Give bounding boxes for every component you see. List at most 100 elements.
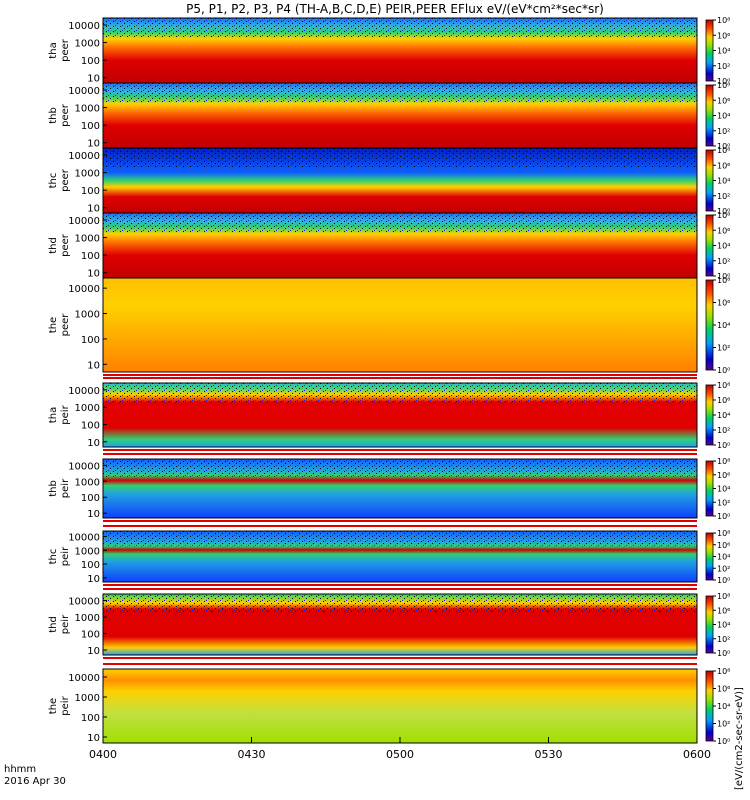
y-tick-label: 1000 xyxy=(75,234,100,245)
panel-probe-label: the xyxy=(48,698,59,714)
colorbar: 10⁰ 10² 10⁴ 10⁶ 10⁸ xyxy=(705,529,730,585)
colorbar-tick-label: 10⁸ xyxy=(717,667,730,676)
colorbar-tick-label: 10⁶ xyxy=(717,299,730,308)
y-tick-label: 100 xyxy=(81,630,100,641)
panel-thd-peir: 10 100 1000 10000 thd peir 10⁰ 10² 10⁴ 10⁶ 10⁸ xyxy=(48,592,730,665)
colorbar-tick-label: 10² xyxy=(717,498,730,507)
panel-probe-label: tha xyxy=(48,407,59,423)
panel-frame xyxy=(102,458,698,519)
panel-species-label: peir xyxy=(60,695,71,715)
y-tick-label: 10 xyxy=(87,74,100,85)
colorbar-bar xyxy=(705,149,714,212)
colorbar-tick-label: 10⁶ xyxy=(717,396,730,405)
noise-overlay xyxy=(103,594,697,613)
y-tick-label: 1000 xyxy=(75,693,100,704)
colorbar-tick-label: 10⁰ xyxy=(717,77,730,86)
y-tick-label: 10000 xyxy=(68,284,100,295)
y-tick-label: 10000 xyxy=(68,597,100,608)
y-tick-label: 1000 xyxy=(75,39,100,50)
y-tick-label: 100 xyxy=(81,56,100,67)
colorbar-tick-label: 10⁰ xyxy=(717,441,730,450)
spectrogram-image xyxy=(103,669,697,743)
colorbar: 10⁰ 10² 10⁴ 10⁶ 10⁸ xyxy=(705,16,730,86)
colorbar: 10⁰ 10² 10⁴ 10⁶ 10⁸ xyxy=(705,667,730,746)
colorbar-tick-label: 10² xyxy=(717,62,730,71)
y-tick-label: 1000 xyxy=(75,310,100,321)
colorbar-tick-label: 10⁰ xyxy=(717,207,730,216)
panel-probe-label: thb xyxy=(48,480,59,497)
y-tick-label: 1000 xyxy=(75,169,100,180)
colorbar-tick-label: 10⁰ xyxy=(717,142,730,151)
time-unit-label: hhmm xyxy=(4,764,36,775)
colorbar-tick-label: 10⁸ xyxy=(717,16,730,25)
panel-species-label: peer xyxy=(60,103,71,127)
colorbar-tick-label: 10² xyxy=(717,426,730,435)
y-tick-label: 100 xyxy=(81,186,100,197)
x-axis-ticks: 0400 0430 0500 0530 0600 xyxy=(89,737,711,761)
y-tick-label: 100 xyxy=(81,251,100,262)
noise-overlay xyxy=(103,459,697,477)
panel-frame xyxy=(102,382,698,448)
colorbar-tick-label: 10⁸ xyxy=(717,457,730,466)
colorbar-bar xyxy=(705,84,714,147)
colorbar-tick-label: 10⁶ xyxy=(717,96,730,105)
y-tick-label: 10000 xyxy=(68,21,100,32)
y-tick-label: 10 xyxy=(87,509,100,520)
colorbar-tick-label: 10⁶ xyxy=(717,226,730,235)
panel-species-label: peer xyxy=(60,168,71,192)
y-tick-label: 10 xyxy=(87,360,100,371)
colorbar-tick-label: 10⁸ xyxy=(717,81,730,90)
panel-probe-label: the xyxy=(48,317,59,333)
colorbar-tick-label: 10⁶ xyxy=(717,161,730,170)
colorbar-tick-label: 10⁰ xyxy=(717,366,730,375)
panel-frame xyxy=(102,530,698,583)
date-label: 2016 Apr 30 xyxy=(4,776,66,787)
colorbar-tick-label: 10⁴ xyxy=(717,411,730,420)
colorbar-tick-label: 10⁴ xyxy=(717,485,730,494)
noise-overlay xyxy=(103,83,697,103)
colorbar-bar xyxy=(705,532,714,581)
spectrogram-image xyxy=(103,278,697,372)
colorbar-tick-label: 10⁸ xyxy=(717,146,730,155)
colorbar-tick-label: 10² xyxy=(717,192,730,201)
panel-thc-peer: 10 100 1000 10000 thc peer 10⁰ 10² 10⁴ 10⁶ 10⁸ xyxy=(48,146,730,216)
colorbar: 10⁰ 10² 10⁴ 10⁶ 10⁸ xyxy=(705,146,730,216)
colorbar-bar xyxy=(705,384,714,446)
y-tick-label: 10000 xyxy=(68,86,100,97)
panel-probe-label: tha xyxy=(48,42,59,58)
y-tick-label: 10 xyxy=(87,646,100,657)
colorbar: 10⁰ 10² 10⁴ 10⁶ 10⁸ xyxy=(705,592,730,658)
colorbar-tick-label: 10² xyxy=(717,127,730,136)
panel-species-label: peir xyxy=(60,478,71,498)
colorbar-tick-label: 10⁶ xyxy=(717,606,730,615)
colorbar-bar xyxy=(705,279,714,371)
y-tick-label: 10 xyxy=(87,139,100,150)
colorbar-tick-label: 10⁸ xyxy=(717,381,730,390)
panel-species-label: peir xyxy=(60,546,71,566)
y-tick-label: 10000 xyxy=(68,532,100,543)
panel-thb-peir: 10 100 1000 10000 thb peir 10⁰ 10² 10⁴ 10⁶ 10⁸ xyxy=(48,457,730,527)
y-tick-label: 1000 xyxy=(75,613,100,624)
y-tick-label: 100 xyxy=(81,713,100,724)
panel-thb-peer: 10 100 1000 10000 thb peer 10⁰ 10² 10⁴ 10⁶ 10⁸ xyxy=(48,81,730,151)
noise-overlay xyxy=(103,383,697,403)
panel-probe-label: thc xyxy=(48,549,59,565)
y-tick-label: 100 xyxy=(81,493,100,504)
colorbar-tick-label: 10⁴ xyxy=(717,242,730,251)
panel-thd-peer: 10 100 1000 10000 thd peer 10⁰ 10² 10⁴ 10⁶ 10⁸ xyxy=(48,211,730,281)
colorbar-bar xyxy=(705,670,714,742)
noise-overlay xyxy=(103,531,697,547)
y-tick-label: 1000 xyxy=(75,104,100,115)
x-tick-label: 0600 xyxy=(683,748,711,761)
panel-probe-label: thd xyxy=(48,616,59,633)
colorbar: 10⁰ 10² 10⁴ 10⁶ 10⁸ xyxy=(705,276,730,375)
colorbar-units: [eV/(cm2-sec-sr-eV)] xyxy=(734,687,745,790)
x-tick-label: 0400 xyxy=(89,748,117,761)
panel-species-label: peir xyxy=(60,404,71,424)
colorbar-tick-label: 10⁰ xyxy=(717,576,730,585)
y-tick-label: 100 xyxy=(81,335,100,346)
colorbar-tick-label: 10⁶ xyxy=(717,31,730,40)
panel-frame xyxy=(102,277,698,373)
panel-tha-peer: 10 100 1000 10000 tha peer 10⁰ 10² 10⁴ 10⁶ 10⁸ xyxy=(48,16,730,86)
